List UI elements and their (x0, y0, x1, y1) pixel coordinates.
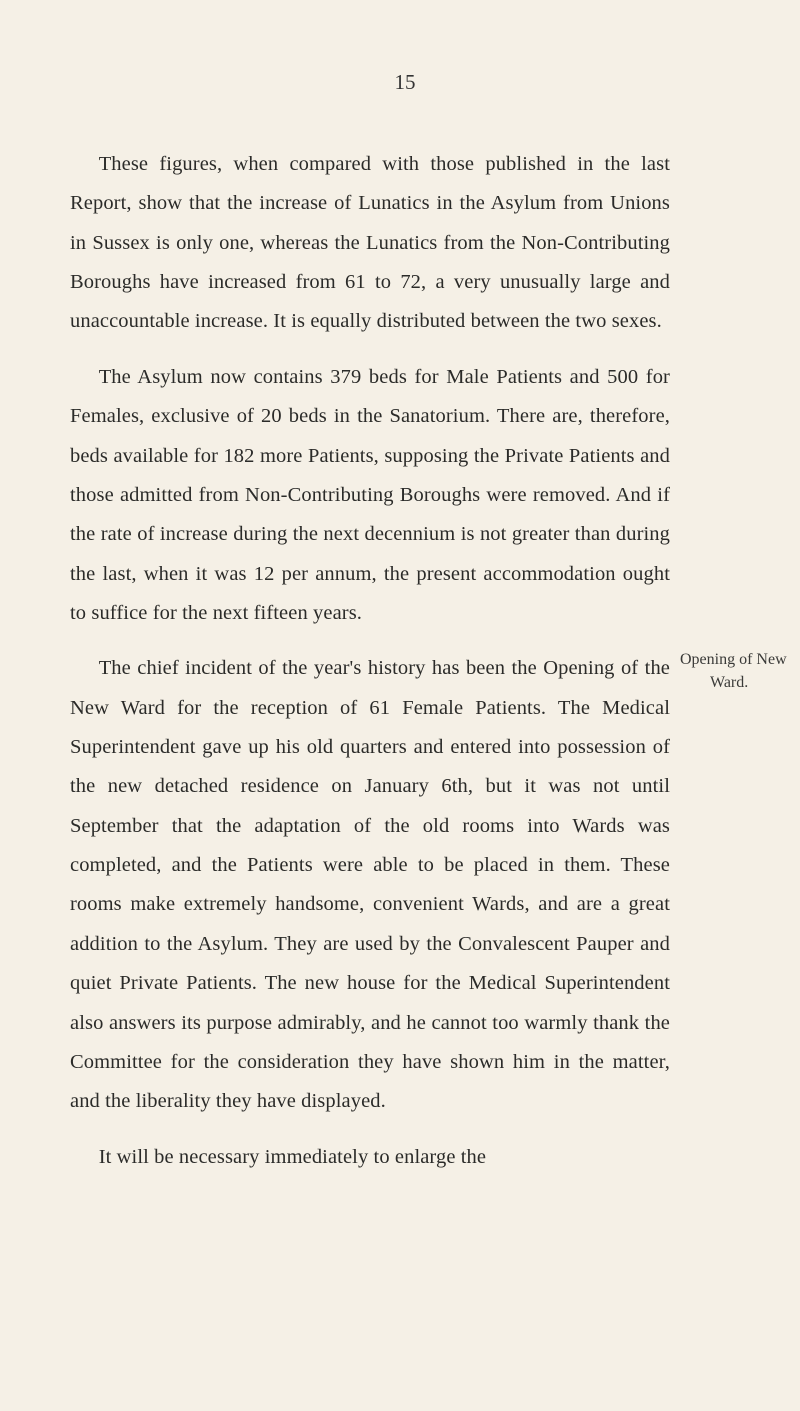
paragraph-3: The chief incident of the year's history… (70, 649, 670, 1121)
paragraph-2: The Asylum now contains 379 beds for Mal… (70, 358, 670, 634)
page-number: 15 (70, 70, 740, 95)
page-content: These figures, when compared with those … (70, 145, 670, 1177)
margin-note-line-1: Opening of New (680, 649, 800, 671)
paragraph-1: These figures, when compared with those … (70, 145, 670, 342)
margin-note-line-2: Ward. (680, 672, 800, 694)
paragraph-4: It will be necessary immediately to enla… (70, 1138, 670, 1177)
margin-note-opening-new-ward: Opening of New Ward. (680, 649, 800, 694)
paragraph-3-wrapper: Opening of New Ward. The chief incident … (70, 649, 670, 1121)
